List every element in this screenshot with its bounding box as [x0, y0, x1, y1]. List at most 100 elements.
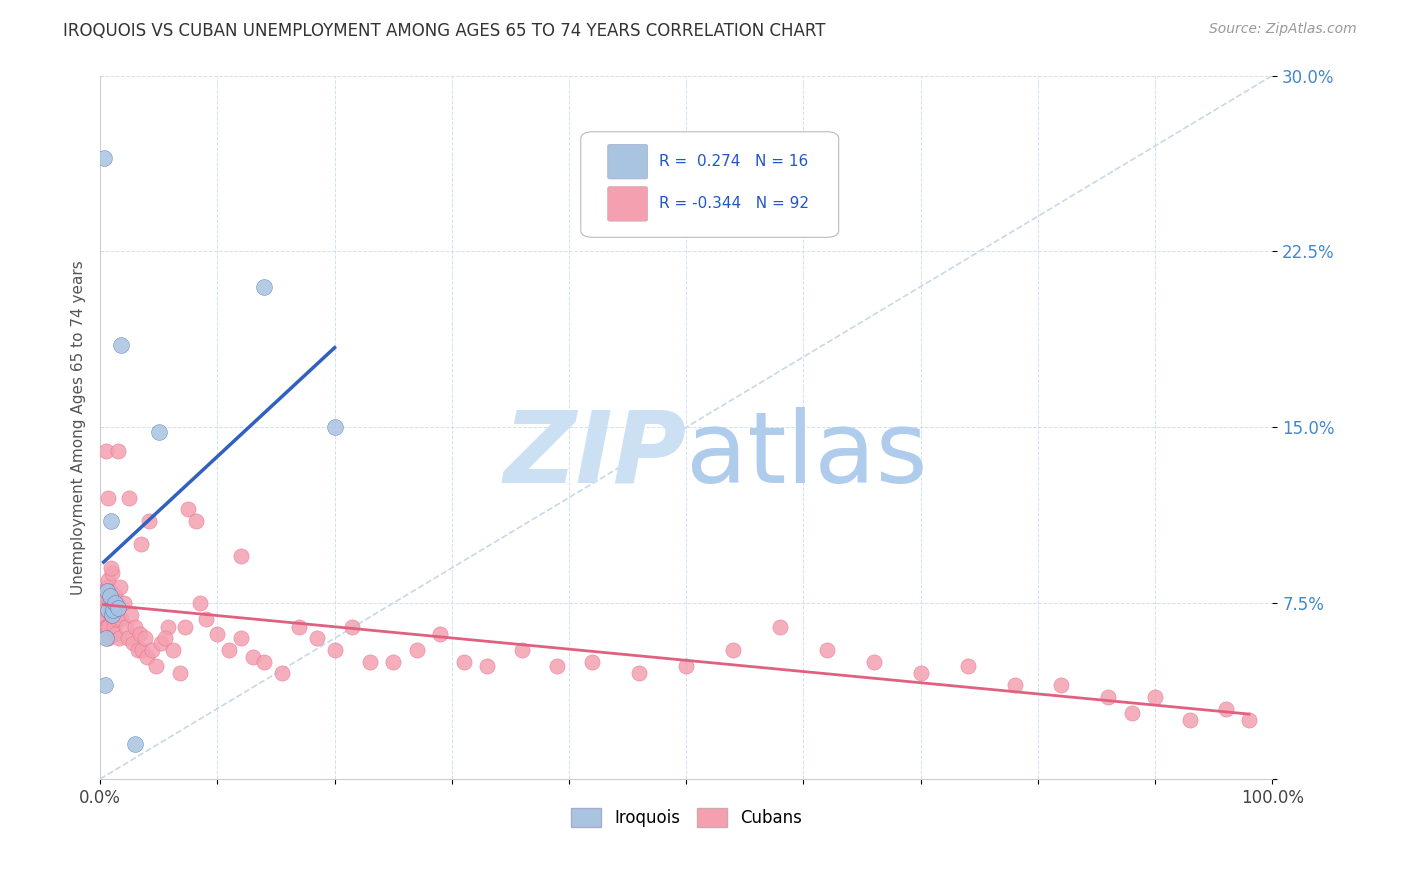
Point: [323, 420, 346, 434]
Point: [101, 603, 124, 617]
Point: [1004, 678, 1026, 692]
Point: [93, 612, 115, 626]
Point: [173, 619, 195, 633]
Point: [1097, 690, 1119, 704]
Point: [136, 650, 159, 665]
Point: [769, 619, 792, 633]
Point: [194, 612, 217, 626]
Point: [107, 443, 129, 458]
Point: [475, 659, 498, 673]
Point: [150, 636, 173, 650]
Point: [153, 632, 176, 646]
Point: [104, 626, 127, 640]
Point: [94, 584, 117, 599]
Point: [101, 607, 124, 622]
Point: [242, 650, 264, 665]
Point: [910, 666, 932, 681]
FancyBboxPatch shape: [607, 186, 648, 221]
Point: [131, 643, 153, 657]
Point: [169, 666, 191, 681]
Point: [229, 632, 252, 646]
Point: [229, 549, 252, 564]
Point: [453, 655, 475, 669]
Point: [124, 619, 146, 633]
FancyBboxPatch shape: [581, 132, 838, 237]
Point: [253, 655, 276, 669]
Point: [98, 596, 121, 610]
Point: [104, 589, 127, 603]
Point: [94, 443, 117, 458]
Point: [94, 589, 117, 603]
Point: [138, 514, 160, 528]
Point: [177, 502, 200, 516]
Point: [253, 279, 276, 293]
Point: [815, 643, 838, 657]
Point: [141, 643, 163, 657]
Point: [94, 612, 117, 626]
Point: [110, 338, 132, 352]
Point: [118, 491, 141, 505]
Y-axis label: Unemployment Among Ages 65 to 74 years: Unemployment Among Ages 65 to 74 years: [72, 260, 86, 595]
Point: [117, 632, 139, 646]
Point: [863, 655, 886, 669]
Point: [628, 666, 651, 681]
Point: [93, 151, 115, 165]
Point: [97, 491, 120, 505]
Point: [1180, 714, 1202, 728]
Point: [288, 619, 311, 633]
Point: [162, 643, 184, 657]
Text: Source: ZipAtlas.com: Source: ZipAtlas.com: [1209, 22, 1357, 37]
Point: [1215, 701, 1237, 715]
Point: [546, 659, 568, 673]
Point: [94, 678, 117, 692]
Text: ZIP: ZIP: [503, 407, 686, 504]
Point: [129, 626, 152, 640]
Point: [108, 580, 131, 594]
Point: [382, 655, 405, 669]
Point: [323, 643, 346, 657]
Point: [129, 537, 152, 551]
Point: [122, 636, 145, 650]
Text: atlas: atlas: [686, 407, 928, 504]
Point: [97, 603, 120, 617]
Point: [96, 580, 118, 594]
Point: [1050, 678, 1073, 692]
Point: [97, 632, 120, 646]
Point: [218, 643, 240, 657]
Point: [108, 632, 131, 646]
Point: [105, 612, 128, 626]
Point: [148, 425, 170, 439]
Point: [97, 619, 120, 633]
Point: [721, 643, 744, 657]
Point: [186, 514, 208, 528]
Point: [429, 626, 451, 640]
Point: [305, 632, 328, 646]
Point: [270, 666, 292, 681]
Point: [1121, 706, 1143, 721]
Legend: Iroquois, Cubans: Iroquois, Cubans: [564, 801, 808, 834]
Point: [96, 584, 118, 599]
Point: [1237, 714, 1260, 728]
FancyBboxPatch shape: [607, 145, 648, 179]
Point: [104, 596, 127, 610]
Point: [107, 600, 129, 615]
Text: R =  0.274   N = 16: R = 0.274 N = 16: [659, 154, 808, 169]
Point: [107, 599, 129, 613]
Point: [359, 655, 381, 669]
Point: [510, 643, 533, 657]
Point: [98, 589, 121, 603]
Point: [188, 596, 211, 610]
Point: [956, 659, 979, 673]
Point: [134, 632, 156, 646]
Point: [103, 619, 125, 633]
Point: [127, 643, 149, 657]
Text: IROQUOIS VS CUBAN UNEMPLOYMENT AMONG AGES 65 TO 74 YEARS CORRELATION CHART: IROQUOIS VS CUBAN UNEMPLOYMENT AMONG AGE…: [63, 22, 825, 40]
Point: [115, 619, 138, 633]
Point: [94, 603, 117, 617]
Point: [124, 737, 146, 751]
Point: [145, 659, 167, 673]
Point: [100, 514, 122, 528]
Text: R = -0.344   N = 92: R = -0.344 N = 92: [659, 196, 810, 211]
Point: [405, 643, 427, 657]
Point: [94, 619, 117, 633]
